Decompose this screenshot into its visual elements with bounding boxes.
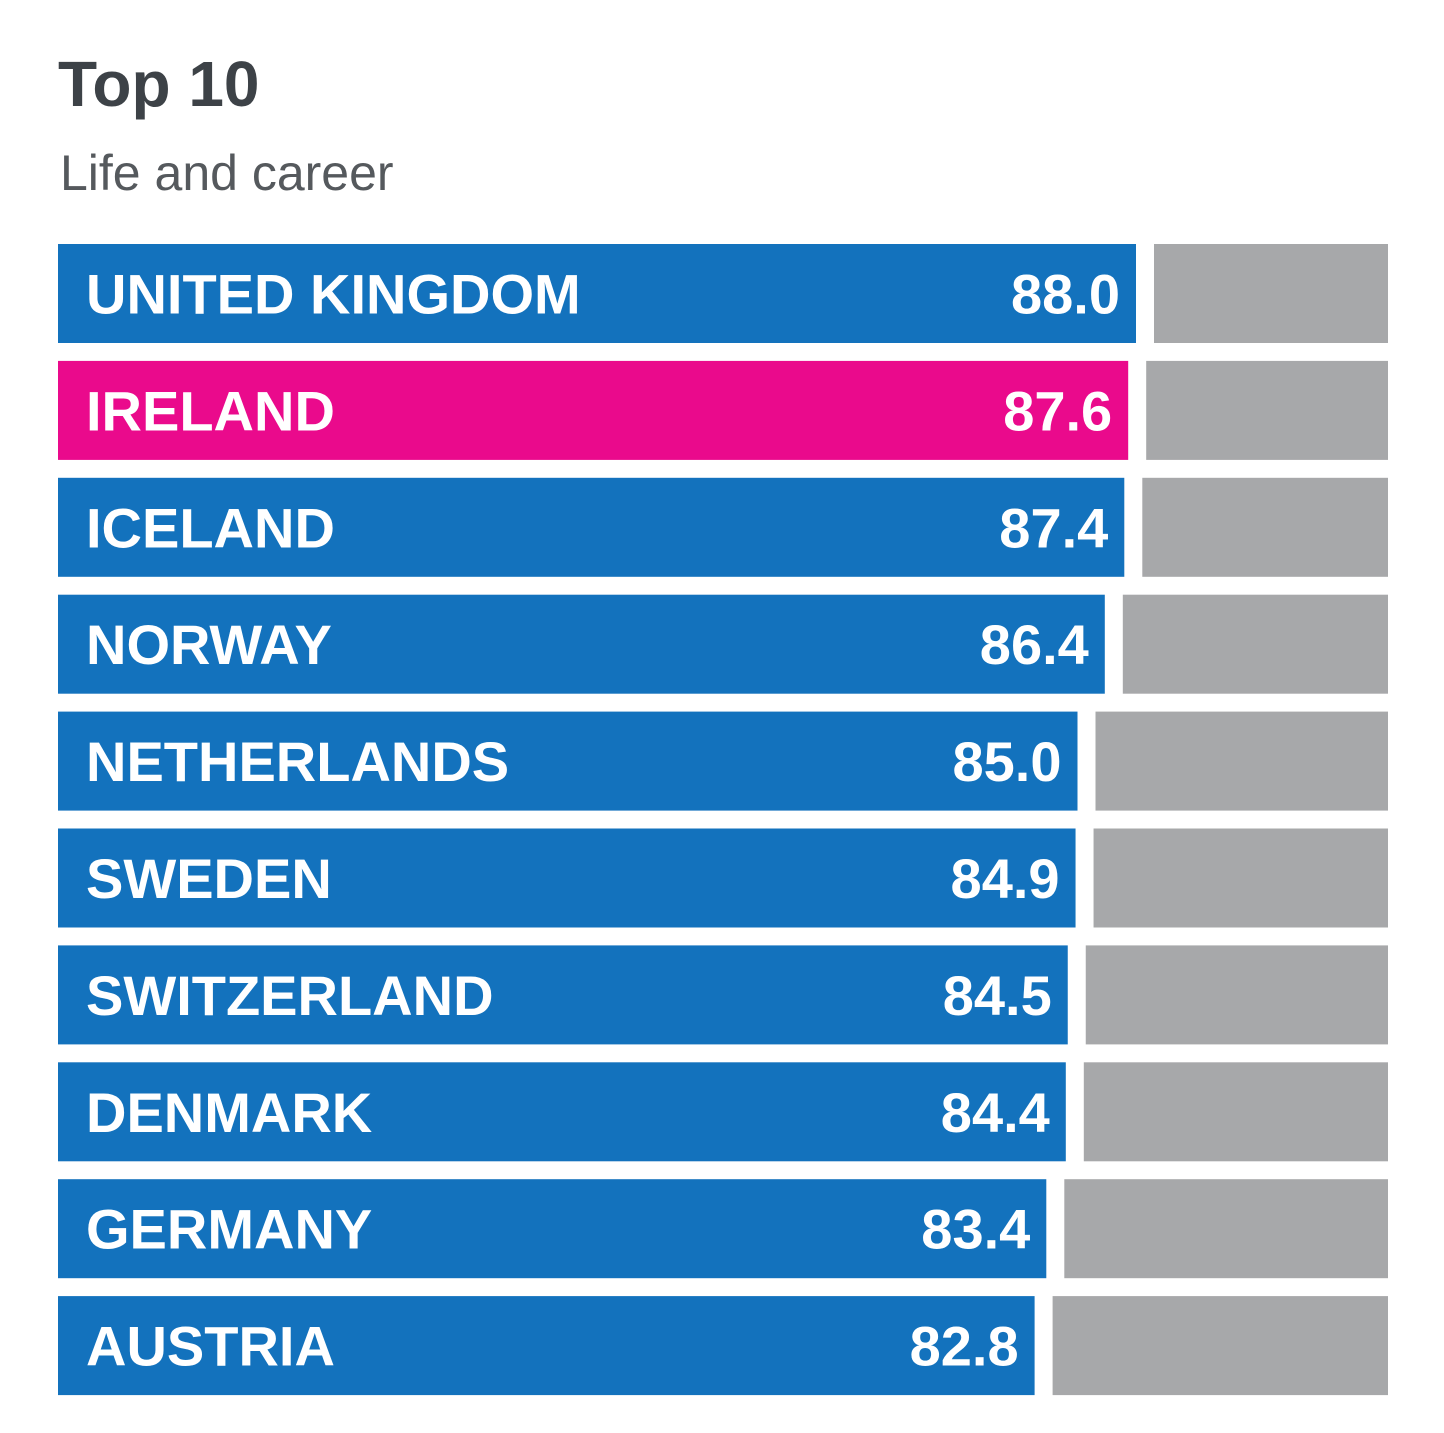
value-label: 87.6 bbox=[1003, 379, 1112, 442]
bar-remainder bbox=[1083, 1062, 1388, 1162]
category-label: GERMANY bbox=[86, 1198, 372, 1261]
category-label: SWITZERLAND bbox=[86, 964, 494, 1027]
category-label: DENMARK bbox=[86, 1081, 372, 1144]
bar-row: UNITED KINGDOM 88.0 bbox=[58, 244, 1388, 343]
bar-row: IRELAND 87.6 bbox=[58, 360, 1388, 460]
value-label: 84.5 bbox=[943, 964, 1052, 1027]
bar-ireland bbox=[58, 360, 1129, 460]
bar-denmark bbox=[58, 1062, 1066, 1162]
bar-row: SWITZERLAND 84.5 bbox=[58, 945, 1388, 1045]
value-label: 87.4 bbox=[999, 496, 1108, 559]
bar-remainder bbox=[1052, 1296, 1388, 1396]
category-label: ICELAND bbox=[86, 496, 335, 559]
bar-germany bbox=[58, 1179, 1047, 1279]
category-label: NETHERLANDS bbox=[86, 730, 509, 793]
bar-united-kingdom bbox=[58, 244, 1136, 343]
bar-remainder bbox=[1146, 360, 1388, 460]
category-label: SWEDEN bbox=[86, 847, 332, 910]
value-label: 84.4 bbox=[941, 1081, 1050, 1144]
bar-switzerland bbox=[58, 945, 1068, 1045]
bar-remainder bbox=[1064, 1179, 1388, 1279]
value-label: 88.0 bbox=[1011, 263, 1120, 326]
bar-remainder bbox=[1085, 945, 1388, 1045]
bar-norway bbox=[58, 594, 1105, 694]
chart-title: Top 10 bbox=[58, 48, 260, 120]
bar-row: ICELAND 87.4 bbox=[58, 477, 1388, 577]
bar-row: SWEDEN 84.9 bbox=[58, 828, 1388, 928]
bar-row: GERMANY 83.4 bbox=[58, 1179, 1388, 1279]
value-label: 84.9 bbox=[951, 847, 1060, 910]
bar-iceland bbox=[58, 477, 1125, 577]
bar-remainder bbox=[1093, 828, 1388, 928]
bar-row: NETHERLANDS 85.0 bbox=[58, 711, 1388, 811]
bar-netherlands bbox=[58, 711, 1078, 811]
value-label: 86.4 bbox=[980, 613, 1089, 676]
bar-remainder bbox=[1122, 594, 1388, 694]
bar-sweden bbox=[58, 828, 1076, 928]
category-label: IRELAND bbox=[86, 379, 335, 442]
bar-remainder bbox=[1142, 477, 1388, 577]
category-label: AUSTRIA bbox=[86, 1315, 335, 1378]
bar-austria bbox=[58, 1296, 1035, 1396]
bar-row: DENMARK 84.4 bbox=[58, 1062, 1388, 1162]
value-label: 82.8 bbox=[910, 1315, 1019, 1378]
bar-remainder bbox=[1095, 711, 1388, 811]
value-label: 85.0 bbox=[953, 730, 1062, 793]
value-label: 83.4 bbox=[921, 1198, 1030, 1261]
category-label: UNITED KINGDOM bbox=[86, 263, 581, 326]
category-label: NORWAY bbox=[86, 613, 332, 676]
bar-row: NORWAY 86.4 bbox=[58, 594, 1388, 694]
bar-remainder bbox=[1154, 244, 1388, 343]
chart-subtitle: Life and career bbox=[60, 145, 394, 201]
bar-row: AUSTRIA 82.8 bbox=[58, 1296, 1388, 1396]
